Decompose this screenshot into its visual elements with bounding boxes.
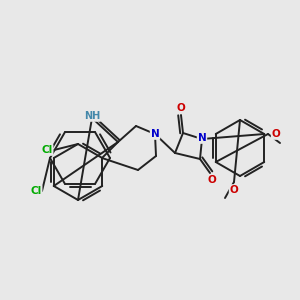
Text: NH: NH	[84, 111, 100, 121]
Text: O: O	[208, 175, 216, 185]
Text: O: O	[177, 103, 185, 113]
Text: Cl: Cl	[30, 186, 42, 196]
Text: N: N	[151, 129, 159, 139]
Text: Cl: Cl	[41, 145, 52, 155]
Text: O: O	[230, 185, 238, 195]
Text: O: O	[272, 129, 280, 139]
Text: N: N	[198, 133, 206, 143]
